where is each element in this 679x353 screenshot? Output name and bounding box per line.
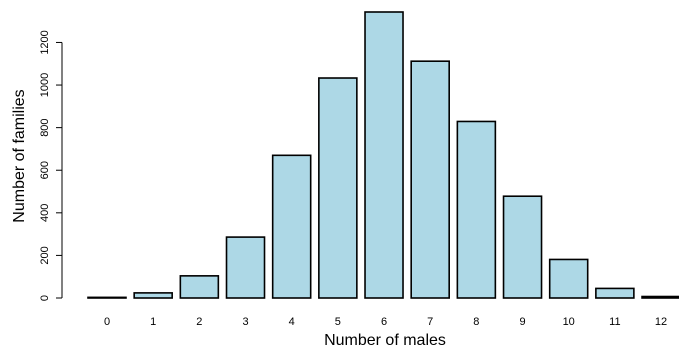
bar-5 [318, 77, 358, 299]
x-axis-tick-label: 1 [150, 316, 156, 328]
bar-1 [133, 292, 173, 299]
x-axis-tick-label: 4 [289, 316, 295, 328]
x-axis-tick-label: 11 [609, 316, 620, 328]
y-axis-tick-label: 1000 [39, 73, 51, 97]
x-axis-tick-label: 5 [335, 316, 341, 328]
y-axis-tick-label: 0 [39, 295, 51, 301]
x-axis-tick-label: 0 [104, 316, 110, 328]
y-axis-tick-label: 200 [39, 246, 51, 264]
y-axis-tick-label: 1200 [39, 30, 51, 54]
x-axis-tick-label: 2 [196, 316, 202, 328]
bar-12 [641, 295, 679, 299]
x-axis-label: Number of males [324, 332, 446, 349]
x-axis-tick-label: 8 [473, 316, 479, 328]
bars [87, 11, 679, 299]
x-axis-tick-label: 12 [655, 316, 667, 328]
y-axis: 0 200 400 600 800 1000 1200 [39, 30, 63, 301]
bar-6 [364, 11, 404, 299]
x-axis-tick-labels: 0 1 2 3 4 5 6 7 8 9 10 11 12 [104, 316, 667, 328]
y-axis-label: Number of families [11, 89, 28, 222]
y-axis-tick-label: 800 [39, 118, 51, 136]
x-axis-tick-label: 9 [519, 316, 525, 328]
y-axis-tick-label: 600 [39, 161, 51, 179]
bar-9 [502, 195, 543, 299]
bar-3 [225, 236, 266, 299]
bar-10 [548, 258, 589, 299]
bar-7 [410, 60, 450, 299]
bar-11 [595, 287, 635, 299]
x-axis-tick-label: 7 [427, 316, 433, 328]
bar-0 [87, 296, 127, 299]
bar-4 [271, 154, 312, 299]
bar-8 [456, 120, 497, 299]
x-axis-tick-label: 3 [242, 316, 248, 328]
bar-2 [179, 275, 220, 299]
x-axis-tick-label: 10 [563, 316, 575, 328]
x-axis-tick-label: 6 [381, 316, 387, 328]
y-axis-tick-label: 400 [39, 204, 51, 222]
